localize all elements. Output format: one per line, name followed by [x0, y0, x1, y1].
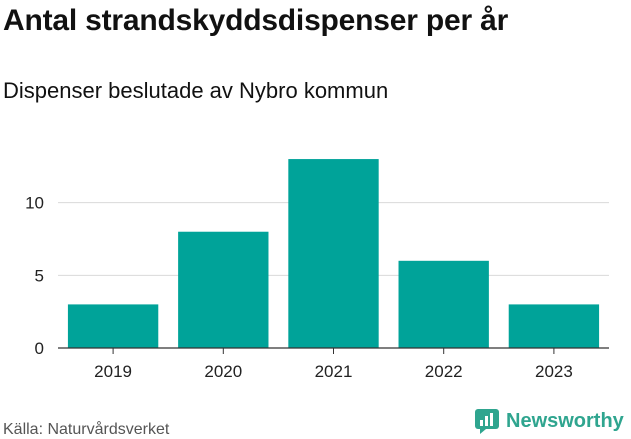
y-tick-label: 0 — [35, 339, 44, 358]
x-tick-label: 2023 — [535, 362, 573, 381]
x-tick-label: 2020 — [204, 362, 242, 381]
newsworthy-logo-icon — [475, 409, 499, 434]
x-tick-label: 2022 — [425, 362, 463, 381]
chart-subtitle: Dispenser beslutade av Nybro kommun — [3, 78, 389, 103]
brand-name: Newsworthy — [506, 409, 624, 432]
x-tick-label: 2019 — [94, 362, 132, 381]
bar-2021 — [288, 159, 379, 348]
bar-2022 — [398, 260, 489, 348]
y-tick-label: 10 — [25, 194, 44, 213]
source-note: Källa: Naturvårdsverket — [3, 421, 170, 438]
bar-2020 — [178, 231, 269, 348]
y-tick-label: 5 — [35, 266, 44, 285]
x-tick-label: 2021 — [315, 362, 353, 381]
brand-logo: Newsworthy — [474, 408, 624, 434]
bar-2023 — [508, 304, 600, 348]
bar-2019 — [67, 304, 159, 348]
chart-title: Antal strandskyddsdispenser per år — [3, 4, 509, 37]
